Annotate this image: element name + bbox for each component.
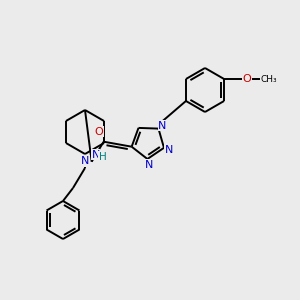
Text: N: N xyxy=(145,160,154,170)
Text: O: O xyxy=(243,74,251,84)
Text: H: H xyxy=(99,152,106,162)
Text: N: N xyxy=(81,156,89,166)
Text: N: N xyxy=(92,150,100,160)
Text: N: N xyxy=(165,145,173,155)
Text: N: N xyxy=(158,121,167,130)
Text: CH₃: CH₃ xyxy=(261,74,278,83)
Text: O: O xyxy=(94,127,103,137)
